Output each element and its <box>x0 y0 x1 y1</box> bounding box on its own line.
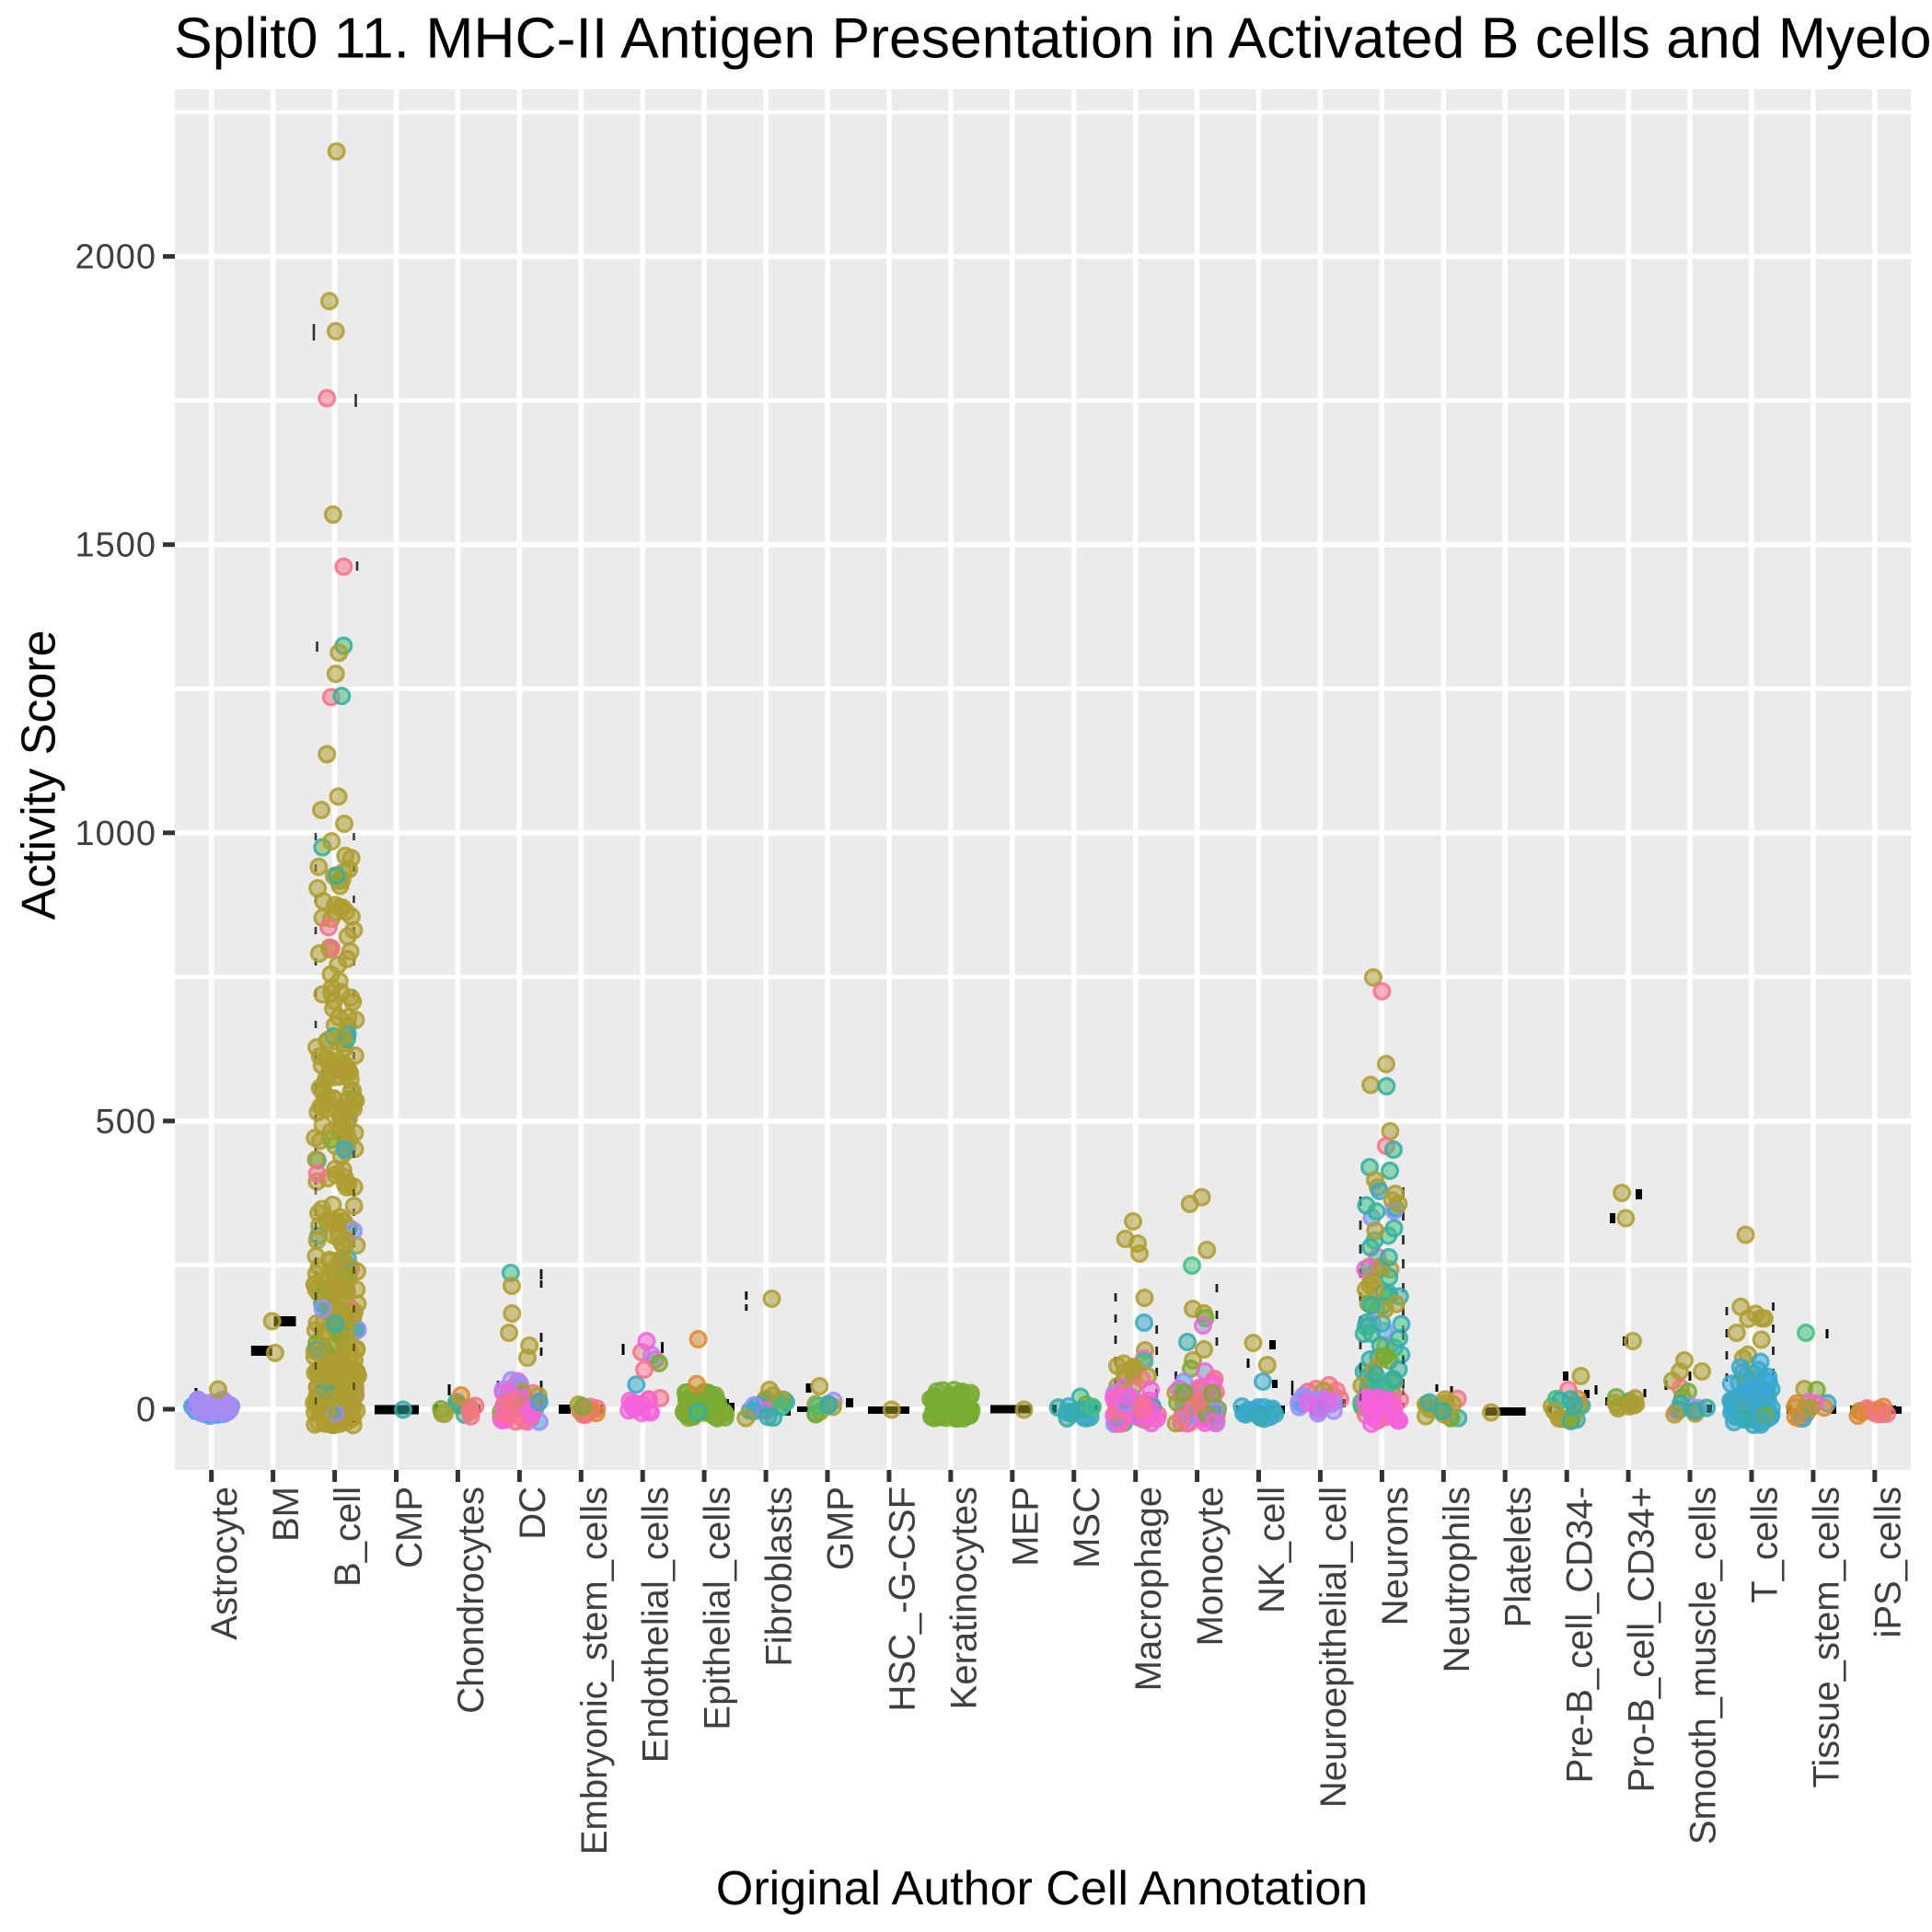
svg-text:Pre-B_cell_CD34-: Pre-B_cell_CD34- <box>1560 1487 1601 1783</box>
svg-text:Fibroblasts: Fibroblasts <box>759 1487 800 1667</box>
svg-text:Neutrophils: Neutrophils <box>1437 1487 1477 1672</box>
svg-text:Macrophage: Macrophage <box>1128 1487 1169 1691</box>
svg-text:iPS_cells: iPS_cells <box>1868 1487 1908 1638</box>
svg-text:Astrocyte: Astrocyte <box>204 1487 245 1640</box>
svg-text:CMP: CMP <box>389 1487 430 1568</box>
svg-text:T_cells: T_cells <box>1745 1487 1786 1603</box>
svg-text:MEP: MEP <box>1005 1487 1046 1567</box>
svg-text:NK_cell: NK_cell <box>1252 1487 1292 1614</box>
svg-text:Embryonic_stem_cells: Embryonic_stem_cells <box>574 1487 615 1855</box>
svg-text:Chondrocytes: Chondrocytes <box>451 1487 492 1714</box>
svg-text:1000: 1000 <box>75 815 156 853</box>
svg-text:HSC_-G-CSF: HSC_-G-CSF <box>882 1487 922 1711</box>
svg-text:Neuroepithelial_cell: Neuroepithelial_cell <box>1313 1487 1354 1808</box>
svg-text:Monocyte: Monocyte <box>1190 1487 1231 1646</box>
svg-text:Split0 11. MHC-II Antigen Pres: Split0 11. MHC-II Antigen Presentation i… <box>174 6 1932 71</box>
svg-text:Pro-B_cell_CD34+: Pro-B_cell_CD34+ <box>1622 1487 1662 1792</box>
svg-text:Smooth_muscle_cells: Smooth_muscle_cells <box>1683 1487 1724 1845</box>
svg-text:Neurons: Neurons <box>1375 1487 1416 1625</box>
svg-text:2000: 2000 <box>75 238 156 277</box>
svg-text:B_cell: B_cell <box>328 1487 368 1587</box>
svg-text:MSC: MSC <box>1067 1487 1107 1568</box>
svg-text:Keratinocytes: Keratinocytes <box>943 1487 984 1709</box>
svg-text:Tissue_stem_cells: Tissue_stem_cells <box>1806 1487 1846 1788</box>
svg-text:BM: BM <box>266 1487 307 1542</box>
svg-text:Original Author Cell Annotatio: Original Author Cell Annotation <box>716 1862 1368 1915</box>
svg-text:1500: 1500 <box>75 526 156 565</box>
svg-text:Epithelial_cells: Epithelial_cells <box>698 1487 738 1730</box>
svg-text:DC: DC <box>513 1487 553 1540</box>
svg-text:Platelets: Platelets <box>1498 1487 1539 1627</box>
svg-text:0: 0 <box>136 1391 156 1429</box>
svg-text:500: 500 <box>96 1103 156 1141</box>
svg-text:GMP: GMP <box>821 1487 862 1570</box>
svg-text:Endothelial_cells: Endothelial_cells <box>636 1487 677 1763</box>
svg-text:Activity Score: Activity Score <box>13 631 66 920</box>
